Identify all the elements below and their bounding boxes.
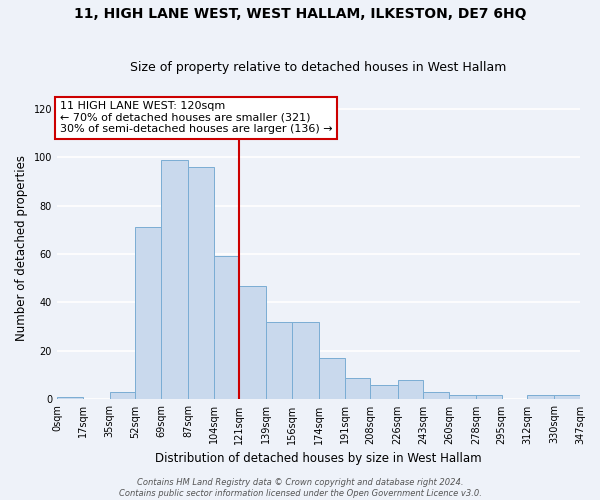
Bar xyxy=(214,256,239,400)
X-axis label: Distribution of detached houses by size in West Hallam: Distribution of detached houses by size … xyxy=(155,452,482,465)
Y-axis label: Number of detached properties: Number of detached properties xyxy=(15,155,28,341)
Bar xyxy=(449,394,476,400)
Text: Contains HM Land Registry data © Crown copyright and database right 2024.
Contai: Contains HM Land Registry data © Crown c… xyxy=(119,478,481,498)
Bar xyxy=(527,394,554,400)
Bar xyxy=(319,358,345,400)
Bar xyxy=(110,392,136,400)
Bar xyxy=(188,167,214,400)
Bar xyxy=(423,392,449,400)
Bar xyxy=(266,322,292,400)
Bar xyxy=(398,380,423,400)
Title: Size of property relative to detached houses in West Hallam: Size of property relative to detached ho… xyxy=(130,62,506,74)
Bar xyxy=(239,286,266,400)
Text: 11, HIGH LANE WEST, WEST HALLAM, ILKESTON, DE7 6HQ: 11, HIGH LANE WEST, WEST HALLAM, ILKESTO… xyxy=(74,8,526,22)
Bar xyxy=(476,394,502,400)
Bar xyxy=(370,385,398,400)
Bar xyxy=(136,228,161,400)
Bar xyxy=(161,160,188,400)
Bar xyxy=(292,322,319,400)
Bar xyxy=(345,378,370,400)
Bar xyxy=(554,394,580,400)
Text: 11 HIGH LANE WEST: 120sqm
← 70% of detached houses are smaller (321)
30% of semi: 11 HIGH LANE WEST: 120sqm ← 70% of detac… xyxy=(59,101,332,134)
Bar xyxy=(57,397,83,400)
